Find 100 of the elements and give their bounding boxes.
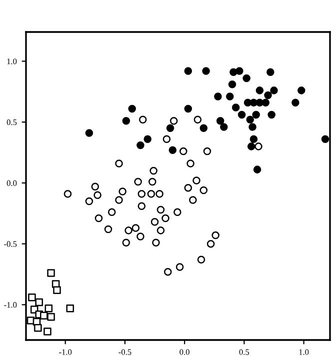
point bbox=[136, 141, 144, 150]
point bbox=[247, 142, 256, 150]
point bbox=[226, 92, 234, 100]
point bbox=[147, 190, 156, 198]
point bbox=[179, 147, 188, 156]
point bbox=[184, 184, 192, 192]
y-tick-label: 1.0 bbox=[7, 58, 17, 64]
point bbox=[254, 142, 262, 150]
point bbox=[150, 218, 159, 226]
point bbox=[248, 123, 256, 131]
point bbox=[124, 226, 132, 234]
point bbox=[220, 123, 228, 131]
point bbox=[184, 104, 192, 113]
point bbox=[266, 68, 274, 76]
point bbox=[232, 104, 240, 112]
point bbox=[270, 86, 278, 94]
point bbox=[170, 116, 178, 125]
point bbox=[85, 197, 94, 206]
point bbox=[148, 178, 156, 186]
x-tick-label: -0.5 bbox=[118, 349, 132, 355]
point bbox=[122, 116, 130, 125]
point bbox=[264, 91, 272, 100]
point bbox=[186, 160, 194, 168]
point bbox=[156, 226, 165, 234]
point bbox=[156, 190, 164, 198]
point bbox=[252, 110, 260, 119]
point bbox=[200, 186, 208, 194]
point bbox=[242, 74, 250, 82]
point bbox=[174, 208, 182, 216]
point bbox=[118, 188, 126, 196]
point bbox=[228, 80, 236, 88]
point bbox=[203, 147, 212, 156]
point bbox=[44, 328, 52, 336]
point bbox=[115, 196, 123, 204]
point bbox=[108, 208, 116, 216]
point bbox=[53, 286, 61, 294]
point bbox=[189, 196, 197, 204]
point bbox=[47, 312, 55, 321]
point bbox=[40, 312, 48, 320]
point bbox=[44, 304, 53, 312]
point bbox=[35, 298, 43, 306]
point bbox=[134, 178, 142, 186]
y-tick-label: -1.0 bbox=[4, 302, 17, 308]
point bbox=[253, 166, 262, 174]
point bbox=[136, 232, 144, 240]
point bbox=[47, 269, 55, 277]
point bbox=[28, 294, 36, 302]
point bbox=[176, 263, 184, 271]
point bbox=[85, 129, 94, 137]
point bbox=[292, 98, 300, 106]
point bbox=[34, 324, 42, 332]
point bbox=[138, 190, 146, 198]
point bbox=[94, 214, 103, 222]
point bbox=[122, 238, 130, 246]
x-tick-label: 1.0 bbox=[299, 349, 309, 355]
point bbox=[298, 86, 306, 94]
point bbox=[162, 214, 170, 222]
point bbox=[197, 256, 206, 264]
point bbox=[256, 86, 264, 94]
point bbox=[216, 116, 224, 125]
point bbox=[194, 116, 202, 124]
point bbox=[200, 124, 208, 132]
point bbox=[66, 304, 74, 312]
point bbox=[162, 135, 171, 144]
point bbox=[152, 238, 160, 246]
point bbox=[236, 67, 244, 75]
point bbox=[138, 202, 146, 210]
x-tick-label: -1.0 bbox=[59, 349, 72, 355]
point bbox=[238, 110, 246, 119]
point bbox=[214, 92, 222, 100]
point bbox=[128, 104, 136, 113]
point bbox=[115, 160, 123, 168]
point bbox=[144, 135, 152, 144]
point bbox=[246, 116, 254, 124]
point bbox=[94, 191, 102, 200]
point bbox=[268, 110, 276, 119]
point bbox=[150, 166, 158, 175]
point bbox=[202, 67, 210, 75]
y-tick-label: 0.5 bbox=[6, 119, 17, 126]
point bbox=[250, 135, 258, 144]
point bbox=[184, 67, 192, 75]
point bbox=[262, 98, 270, 106]
point bbox=[164, 268, 172, 276]
point bbox=[321, 135, 330, 144]
point bbox=[166, 124, 174, 132]
point bbox=[138, 116, 147, 124]
x-tick-label: 0.5 bbox=[239, 349, 250, 355]
point bbox=[206, 240, 215, 248]
point bbox=[132, 224, 140, 232]
point bbox=[230, 68, 238, 76]
point bbox=[104, 225, 112, 234]
point bbox=[192, 176, 200, 184]
point bbox=[168, 146, 177, 154]
point bbox=[156, 206, 165, 214]
x-tick-label: 0.0 bbox=[180, 349, 190, 355]
point bbox=[64, 190, 72, 198]
y-tick-label: -0.5 bbox=[4, 241, 17, 247]
y-tick-label: 0.0 bbox=[6, 180, 17, 186]
point bbox=[91, 182, 100, 190]
point bbox=[212, 231, 220, 240]
